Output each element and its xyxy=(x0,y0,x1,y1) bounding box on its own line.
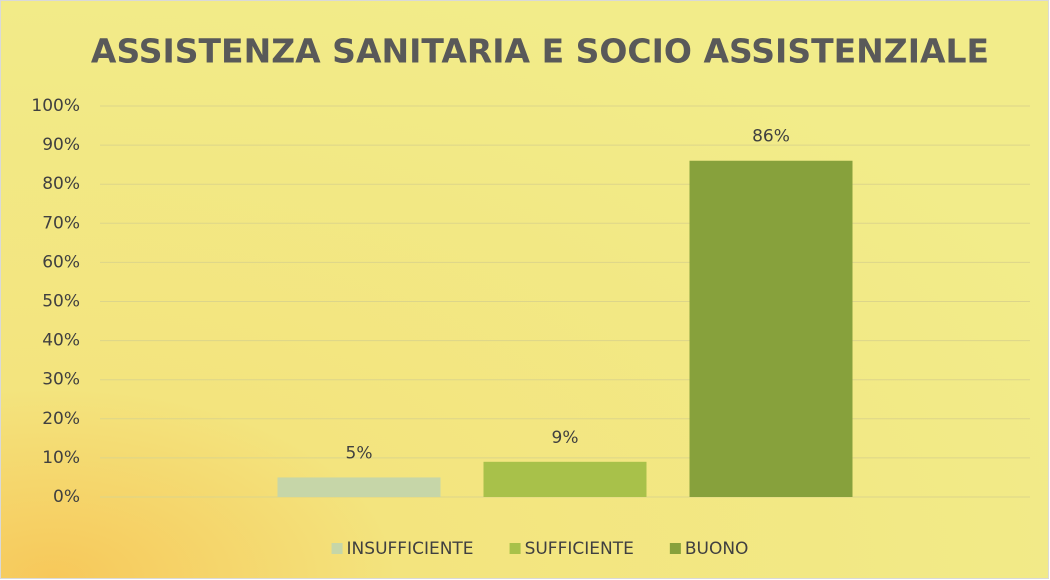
legend-label: BUONO xyxy=(685,539,749,559)
y-tick-label: 20% xyxy=(42,409,80,429)
legend-swatch xyxy=(509,543,521,554)
y-tick-label: 30% xyxy=(42,370,80,390)
y-tick-label: 0% xyxy=(53,487,80,507)
legend-swatch xyxy=(331,543,343,554)
y-tick-label: 80% xyxy=(42,174,80,194)
bar xyxy=(483,461,647,497)
data-label: 86% xyxy=(752,127,790,147)
data-label: 5% xyxy=(346,443,373,463)
legend-label: INSUFFICIENTE xyxy=(347,539,474,559)
legend-label: SUFFICIENTE xyxy=(525,539,634,559)
y-tick-label: 70% xyxy=(42,213,80,233)
y-tick-label: 60% xyxy=(42,252,80,272)
y-tick-label: 50% xyxy=(42,292,80,312)
chart-title: ASSISTENZA SANITARIA E SOCIO ASSISTENZIA… xyxy=(91,32,989,71)
bar xyxy=(689,160,853,498)
y-tick-label: 10% xyxy=(42,448,80,468)
y-tick-label: 100% xyxy=(31,96,80,116)
legend-swatch xyxy=(669,543,681,554)
bar xyxy=(277,477,441,497)
y-tick-label: 90% xyxy=(42,135,80,155)
y-tick-label: 40% xyxy=(42,331,80,351)
data-label: 9% xyxy=(552,428,579,448)
